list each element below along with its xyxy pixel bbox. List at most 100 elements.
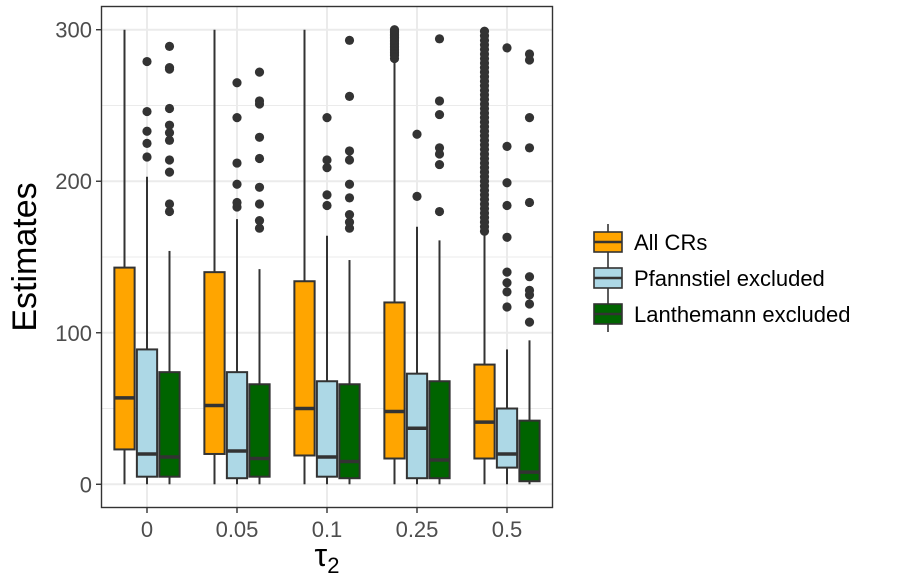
outlier-point [164, 199, 175, 209]
box-1-1 [225, 78, 249, 485]
box-2-0 [293, 29, 316, 485]
outlier-point [142, 126, 152, 136]
outlier-point [232, 197, 242, 208]
y-tick-label: 0 [80, 472, 92, 497]
legend-item: Lanthemann excluded [593, 296, 851, 332]
outlier-point [412, 191, 422, 201]
outlier-point [344, 155, 355, 165]
legend-label: Lanthemann excluded [634, 302, 851, 327]
outlier-point [434, 143, 445, 153]
y-tick-label: 300 [55, 18, 92, 43]
outlier-point [232, 113, 242, 123]
outlier-point [344, 209, 355, 220]
outlier-point [434, 96, 445, 106]
outlier-point [502, 141, 512, 151]
x-tick-label: 0 [141, 517, 153, 542]
outlier-point [254, 182, 265, 192]
box-iqr [203, 271, 226, 455]
box-2-2 [338, 35, 361, 485]
outlier-point [344, 217, 355, 227]
box-4-2 [518, 49, 541, 485]
x-tick-label: 0.05 [216, 517, 259, 542]
outlier-point [254, 199, 265, 209]
legend-label: All CRs [634, 230, 707, 255]
box-2-1 [315, 113, 339, 485]
outlier-point [232, 78, 242, 88]
box-1-2 [248, 67, 271, 485]
box-iqr [338, 383, 361, 480]
box-iqr [135, 348, 159, 478]
outlier-point [502, 200, 512, 211]
outlier-point [322, 200, 332, 211]
outlier-point [434, 159, 445, 170]
outlier-point [344, 193, 355, 203]
box-iqr [248, 383, 271, 478]
x-axis: 0 0.05 0.1 0.25 0.5 [141, 507, 522, 542]
outlier-point [322, 113, 332, 123]
outlier-point [254, 216, 265, 226]
box-1-0 [203, 29, 226, 485]
box-iqr [428, 380, 451, 480]
outlier-point [524, 285, 535, 295]
box-iqr [518, 419, 541, 483]
outlier-point [142, 138, 152, 148]
outlier-point [524, 299, 535, 309]
outlier-point [524, 197, 535, 208]
y-axis: 0 100 200 300 [55, 18, 102, 497]
legend: All CRs Pfannstiel excluded Lanthemann exc… [593, 224, 851, 332]
legend-item: All CRs [593, 224, 707, 260]
outlier-point [502, 178, 512, 188]
box-0-1 [135, 56, 159, 485]
outlier-point [164, 128, 175, 138]
outlier-point [344, 91, 355, 101]
outlier-point [389, 25, 400, 35]
box-iqr [158, 371, 181, 478]
outlier-point [502, 302, 512, 312]
x-axis-title: τ2 [315, 537, 340, 576]
outlier-point [502, 278, 512, 288]
outlier-point [344, 179, 355, 189]
outlier-point [322, 155, 332, 165]
box-iqr [225, 371, 249, 480]
box-4-1 [495, 43, 519, 485]
outlier-point [232, 158, 242, 168]
outlier-point [142, 56, 152, 67]
outlier-point [164, 206, 175, 217]
y-axis-title: Estimates [6, 182, 44, 331]
box-0-0 [113, 29, 136, 485]
outlier-point [434, 34, 445, 44]
outlier-point [254, 223, 265, 233]
legend-item: Pfannstiel excluded [593, 260, 825, 296]
outlier-point [164, 63, 175, 73]
box-iqr [113, 266, 136, 451]
outlier-point [164, 167, 175, 177]
outlier-point [479, 26, 490, 36]
outlier-point [254, 67, 265, 77]
box-4-0 [473, 26, 496, 485]
y-tick-label: 200 [55, 169, 92, 194]
outlier-point [322, 190, 332, 200]
outlier-point [322, 163, 332, 173]
box-iqr [405, 372, 429, 480]
box-3-0 [383, 25, 406, 485]
x-tick-label: 0.25 [396, 517, 439, 542]
box-groups [113, 25, 541, 485]
box-iqr [293, 280, 316, 457]
outlier-point [142, 106, 152, 117]
outlier-point [502, 232, 512, 242]
outlier-point [502, 287, 512, 297]
box-iqr [383, 301, 406, 460]
outlier-point [524, 113, 535, 123]
outlier-point [412, 129, 422, 139]
outlier-point [434, 109, 445, 120]
outlier-point [142, 152, 152, 162]
x-tick-label: 0.5 [492, 517, 523, 542]
outlier-point [164, 41, 175, 51]
outlier-point [344, 35, 355, 45]
outlier-point [524, 272, 535, 282]
box-3-2 [428, 34, 451, 485]
outlier-point [164, 120, 175, 130]
outlier-point [524, 143, 535, 153]
box-3-1 [405, 129, 429, 485]
